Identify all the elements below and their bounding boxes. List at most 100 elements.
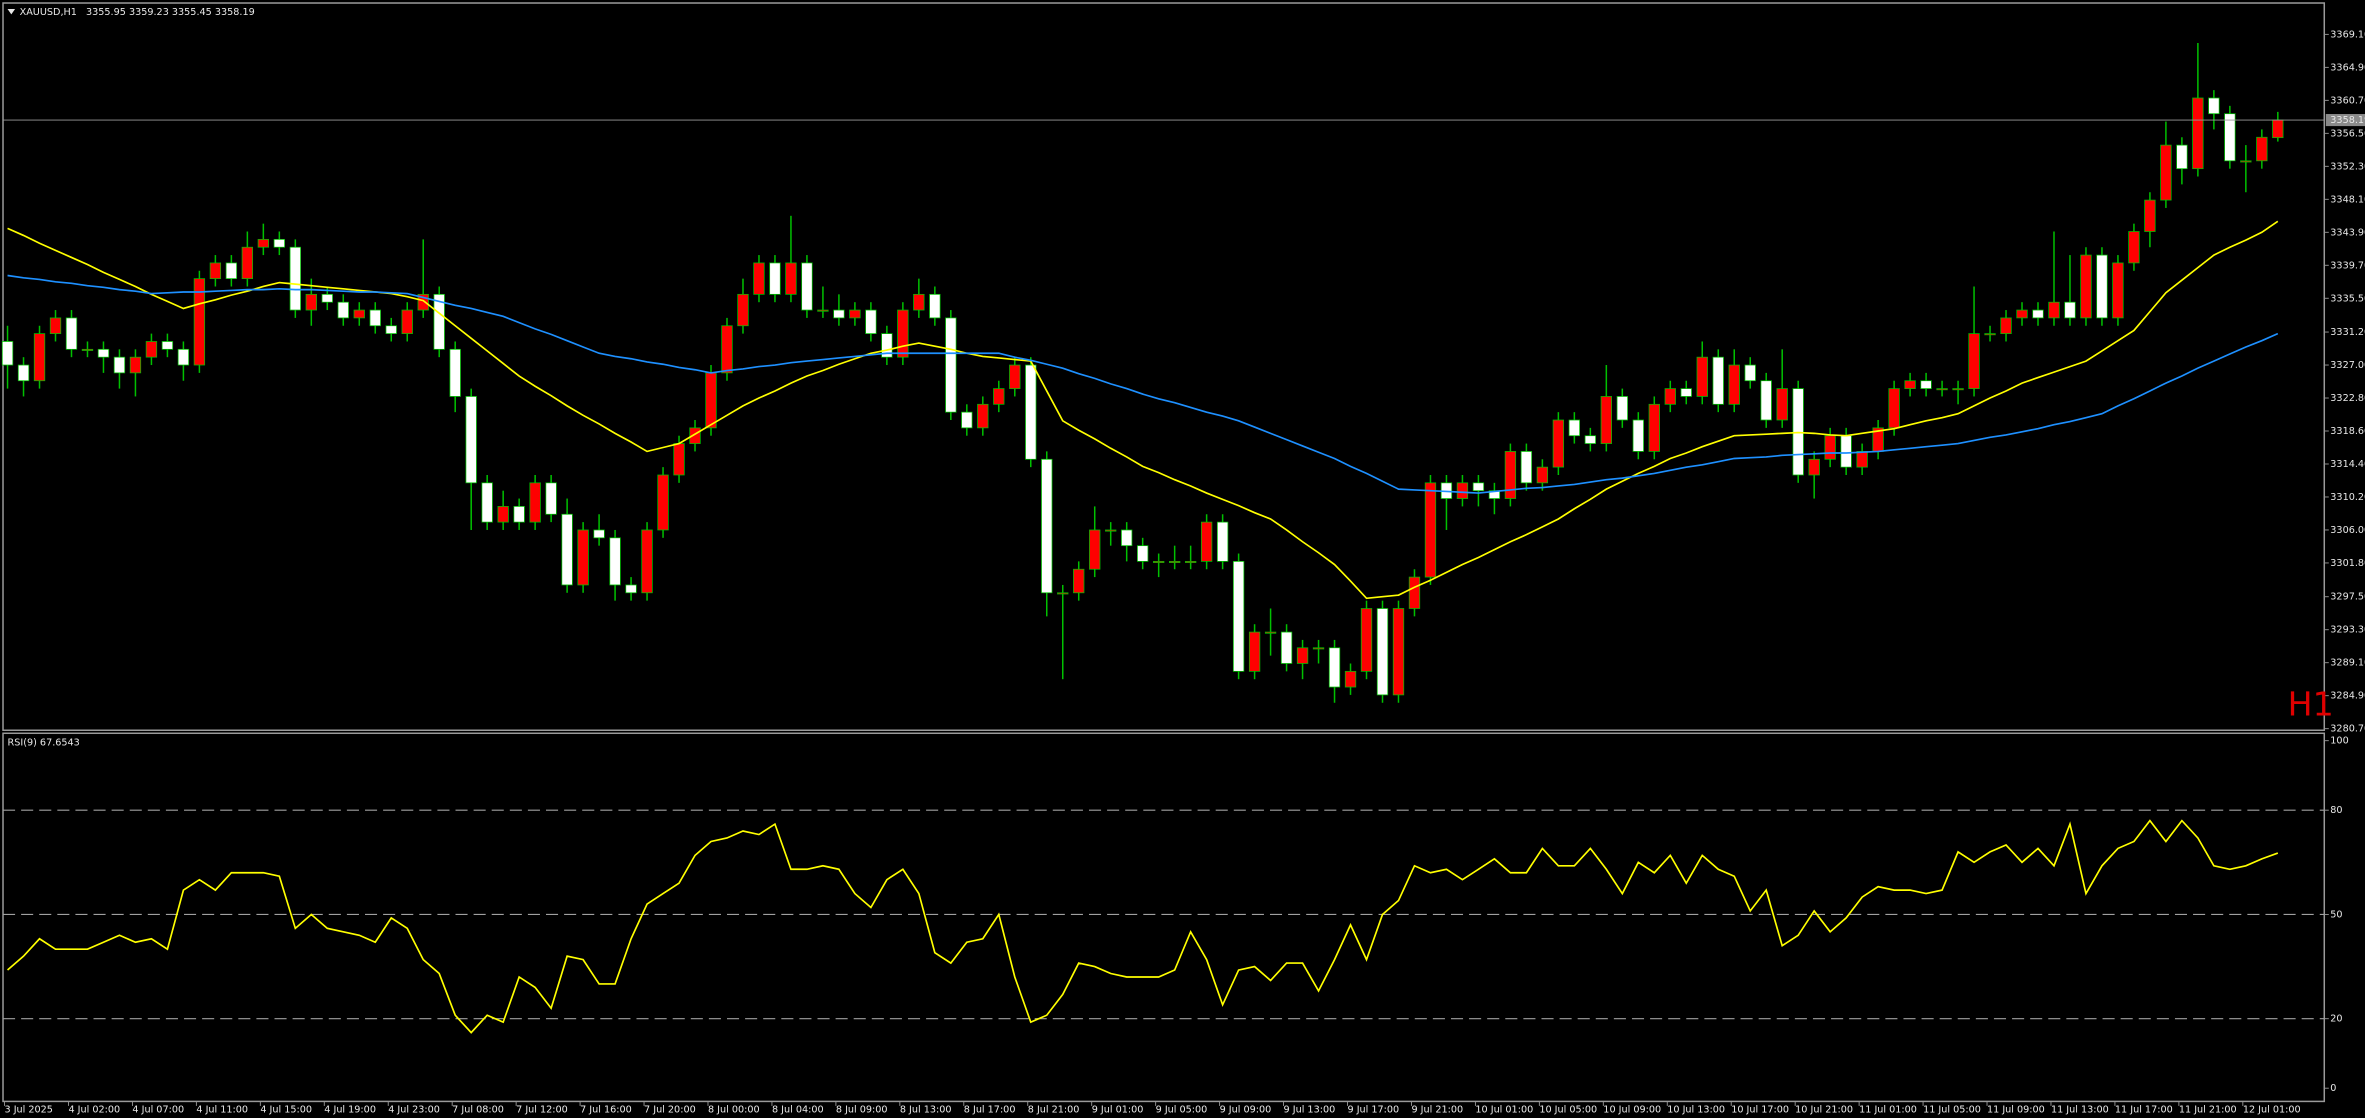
candle-body: [161, 341, 174, 350]
open-value: 3355.95: [86, 7, 126, 18]
candle-body: [1936, 388, 1948, 391]
candle-body: [1408, 576, 1421, 609]
indicator-name: RSI(9): [8, 737, 37, 748]
candle-body: [561, 513, 573, 586]
candle-body: [2016, 309, 2028, 319]
candle-body: [2112, 262, 2124, 319]
candle-body: [1009, 364, 1021, 389]
y-tick-label: 3289.10: [2330, 658, 2365, 669]
x-tick-label: 8 Jul 13:00: [900, 1105, 952, 1116]
candle-body: [321, 293, 333, 303]
x-tick-label: 4 Jul 11:00: [196, 1105, 248, 1116]
candle-body: [1200, 521, 1213, 562]
candle-body: [257, 238, 270, 248]
candle-body: [929, 293, 941, 319]
candle-body: [1648, 403, 1660, 452]
candle-body: [657, 474, 669, 531]
candle-body: [1536, 466, 1549, 484]
candle-body: [1, 341, 14, 366]
candle-body: [1025, 364, 1037, 460]
candle-body: [945, 317, 957, 413]
candle-body: [449, 348, 461, 397]
x-tick-label: 11 Jul 13:00: [2051, 1105, 2109, 1116]
y-tick-label: 3306.00: [2330, 525, 2365, 536]
rsi-line: [6, 819, 2279, 1034]
candle-body: [1952, 388, 1964, 391]
candle-body: [1664, 388, 1676, 405]
main-pane-frame: [2, 2, 2326, 731]
x-tick-label: 9 Jul 09:00: [1220, 1105, 1272, 1116]
candle-body: [145, 341, 158, 358]
candle-body: [529, 482, 541, 523]
candle-body: [1888, 388, 1900, 429]
x-tick-label: 11 Jul 09:00: [1987, 1105, 2045, 1116]
candle-body: [1552, 419, 1565, 468]
x-tick-label: 4 Jul 15:00: [260, 1105, 312, 1116]
candle-body: [433, 293, 445, 350]
y-tick-label: 3327.00: [2330, 360, 2365, 371]
candle-body: [2272, 119, 2284, 139]
x-tick-label: 8 Jul 21:00: [1028, 1105, 1080, 1116]
candle-body: [913, 293, 925, 311]
y-tick-label: 3343.90: [2330, 227, 2365, 238]
x-tick-label: 3 Jul 2025: [5, 1105, 53, 1116]
candle-body: [497, 506, 509, 523]
y-tick-label: 3360.70: [2330, 95, 2365, 106]
candle-body: [1504, 451, 1517, 499]
x-tick-label: 8 Jul 00:00: [708, 1105, 760, 1116]
candle-body: [1089, 529, 1101, 570]
x-tick-label: 8 Jul 17:00: [964, 1105, 1016, 1116]
candle-body: [609, 537, 621, 586]
x-tick-label: 7 Jul 16:00: [580, 1105, 632, 1116]
rsi-header: RSI(9) 67.6543: [8, 737, 80, 748]
y-tick-label: 3352.30: [2330, 161, 2365, 172]
x-tick-label: 9 Jul 05:00: [1156, 1105, 1208, 1116]
candle-body: [593, 529, 605, 539]
candle-body: [33, 333, 46, 382]
candle-body: [2080, 254, 2092, 319]
candle-body: [513, 506, 525, 523]
x-tick-label: 9 Jul 17:00: [1348, 1105, 1400, 1116]
y-tick-label: 80: [2330, 805, 2342, 816]
candle-body: [625, 584, 637, 594]
y-tick-label: 3348.10: [2330, 194, 2365, 205]
candle-body: [881, 333, 893, 358]
candle-body: [1984, 333, 1996, 336]
candle-body: [2096, 254, 2108, 319]
y-tick-label: 3310.20: [2330, 492, 2365, 503]
candle-body: [2128, 231, 2140, 264]
candle-body: [737, 293, 749, 327]
x-tick-label: 11 Jul 01:00: [1859, 1105, 1917, 1116]
candle-body: [305, 293, 317, 311]
indicator-value: 67.6543: [40, 737, 80, 748]
x-tick-label: 10 Jul 01:00: [1475, 1105, 1533, 1116]
candle-body: [849, 309, 861, 319]
candle-body: [833, 309, 845, 319]
candle-body: [17, 364, 30, 382]
candle-body: [273, 238, 285, 248]
y-tick-label: 20: [2330, 1014, 2342, 1025]
candle-body: [1584, 435, 1596, 444]
candle-body: [1456, 482, 1469, 499]
candle-body: [785, 262, 797, 295]
candle-body: [1105, 529, 1117, 532]
candle-body: [2000, 317, 2012, 334]
candle-body: [1840, 435, 1852, 468]
x-tick-label: 9 Jul 21:00: [1411, 1105, 1463, 1116]
candle-body: [801, 262, 813, 311]
candle-body: [1856, 451, 1868, 468]
candle-body: [49, 317, 62, 334]
candle-body: [65, 317, 78, 350]
candle-body: [1968, 333, 1980, 389]
candle-body: [465, 396, 477, 484]
candle-body: [977, 403, 989, 429]
candle-body: [177, 348, 190, 366]
y-tick-label: 3331.20: [2330, 327, 2365, 338]
menu-arrow[interactable]: [7, 9, 16, 15]
y-tick-label: 3280.70: [2330, 724, 2365, 735]
candle-body: [1616, 396, 1628, 421]
x-tick-label: 4 Jul 02:00: [68, 1105, 120, 1116]
candle-body: [353, 309, 365, 319]
